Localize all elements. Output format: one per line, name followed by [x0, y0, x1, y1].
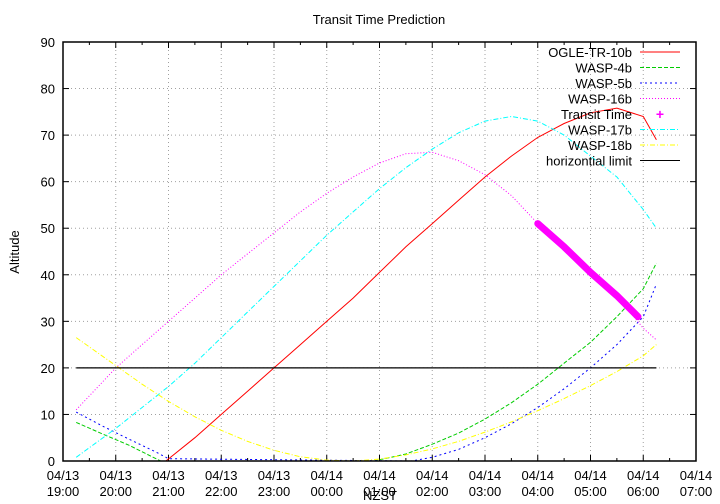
legend-label: Transit Time	[561, 107, 632, 122]
plot-series	[75, 107, 657, 462]
series-transit-time	[534, 220, 642, 321]
x-tick-date: 04/14	[363, 468, 396, 483]
x-tick-date: 04/14	[469, 468, 502, 483]
y-tick-label: 30	[41, 314, 55, 329]
y-tick-label: 90	[41, 35, 55, 50]
x-tick-date: 04/14	[521, 468, 554, 483]
x-tick-date: 04/14	[310, 468, 343, 483]
x-axis-label: NZST	[363, 488, 397, 503]
legend-label: WASP-17b	[568, 123, 632, 138]
x-tick-time: 23:00	[258, 484, 291, 499]
legend-label: WASP-16b	[568, 92, 632, 107]
x-tick-date: 04/13	[205, 468, 238, 483]
y-tick-label: 80	[41, 82, 55, 97]
x-tick-time: 19:00	[47, 484, 80, 499]
legend-label: WASP-18b	[568, 138, 632, 153]
legend-marker-plus-icon: +	[656, 106, 664, 122]
legend-label: WASP-4b	[575, 61, 632, 76]
x-tick-time: 03:00	[469, 484, 502, 499]
x-tick-time: 07:00	[680, 484, 713, 499]
x-tick-time: 05:00	[574, 484, 607, 499]
y-tick-label: 70	[41, 128, 55, 143]
y-tick-label: 40	[41, 268, 55, 283]
x-tick-date: 04/13	[47, 468, 80, 483]
x-tick-date: 04/14	[574, 468, 607, 483]
x-tick-time: 02:00	[416, 484, 449, 499]
legend-label: OGLE-TR-10b	[548, 45, 632, 60]
x-tick-time: 20:00	[99, 484, 132, 499]
y-axis: 0 10 20 30 40 50 60 70 80 90	[41, 35, 696, 469]
x-tick-time: 22:00	[205, 484, 238, 499]
legend-label: WASP-5b	[575, 76, 632, 91]
x-tick-time: 04:00	[521, 484, 554, 499]
series-wasp-16b	[75, 151, 657, 411]
x-tick-date: 04/13	[99, 468, 132, 483]
y-tick-label: 20	[41, 361, 55, 376]
plot-frame	[62, 41, 697, 462]
y-tick-label: 60	[41, 175, 55, 190]
chart-title: Transit Time Prediction	[313, 12, 445, 27]
series-ogle-tr-10b	[165, 107, 657, 462]
x-tick-date: 04/13	[258, 468, 291, 483]
series-wasp-5b	[75, 283, 657, 462]
x-axis: 04/1319:0004/1320:0004/1321:0004/1322:00…	[47, 42, 713, 499]
y-tick-label: 10	[41, 407, 55, 422]
legend: OGLE-TR-10bWASP-4bWASP-5bWASP-16bTransit…	[546, 45, 680, 169]
x-tick-date: 04/13	[152, 468, 185, 483]
series-wasp-4b	[75, 262, 657, 462]
x-tick-date: 04/14	[416, 468, 449, 483]
x-tick-date: 04/14	[680, 468, 713, 483]
x-tick-date: 04/14	[627, 468, 660, 483]
legend-label: horizontial limit	[546, 154, 632, 169]
x-tick-time: 01:00	[363, 484, 396, 499]
x-tick-time: 21:00	[152, 484, 185, 499]
y-axis-label: Altitude	[7, 230, 22, 273]
x-tick-time: 06:00	[627, 484, 660, 499]
series-wasp-18b	[75, 337, 657, 462]
y-tick-label: 50	[41, 221, 55, 236]
x-tick-time: 00:00	[310, 484, 343, 499]
y-tick-label: 0	[48, 454, 55, 469]
